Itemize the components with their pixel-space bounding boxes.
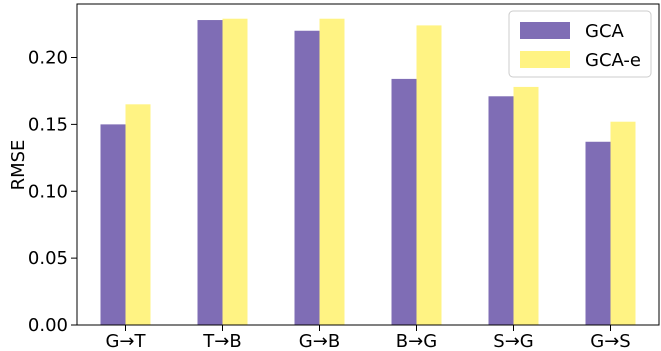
bar-gca-e-1	[222, 18, 248, 326]
bar-gca-e-5	[610, 121, 636, 325]
y-tick-label: 0.00	[28, 315, 68, 336]
legend-swatch-gca	[520, 22, 570, 39]
bar-gca-2	[294, 30, 320, 325]
legend-label-gca: GCA	[585, 21, 625, 42]
x-tick-label: G→S	[590, 331, 630, 351]
bar-gca-3	[391, 78, 417, 326]
bar-gca-0	[100, 124, 126, 326]
bar-gca-1	[197, 20, 223, 326]
bar-gca-5	[585, 141, 611, 325]
y-tick-label: 0.15	[28, 114, 68, 135]
y-axis-title: RMSE	[8, 140, 29, 191]
x-tick-label: B→G	[396, 331, 437, 351]
x-tick-label: G→B	[299, 331, 340, 351]
plot-frame	[76, 3, 660, 326]
bar-gca-e-3	[416, 25, 442, 326]
bar-gca-e-2	[319, 18, 345, 326]
x-axis: G→T T→B G→B B→G S→G G→S	[105, 325, 631, 351]
y-tick-label: 0.05	[28, 248, 68, 269]
bar-gca-4	[488, 96, 514, 325]
legend-swatch-gca-e	[520, 51, 570, 68]
x-tick-label: G→T	[105, 331, 146, 351]
x-tick-label: S→G	[493, 331, 533, 351]
y-tick-label: 0.20	[28, 48, 68, 69]
y-axis: 0.00 0.05 0.10 0.15 0.20	[28, 48, 77, 336]
bar-gca-e-0	[125, 104, 151, 325]
legend: GCA GCA-e	[508, 10, 652, 78]
y-tick-label: 0.10	[28, 181, 68, 202]
legend-label-gca-e: GCA-e	[585, 50, 641, 71]
x-tick-label: T→B	[202, 331, 241, 351]
bar-gca-e-4	[513, 86, 539, 325]
bars-layer	[100, 18, 636, 326]
